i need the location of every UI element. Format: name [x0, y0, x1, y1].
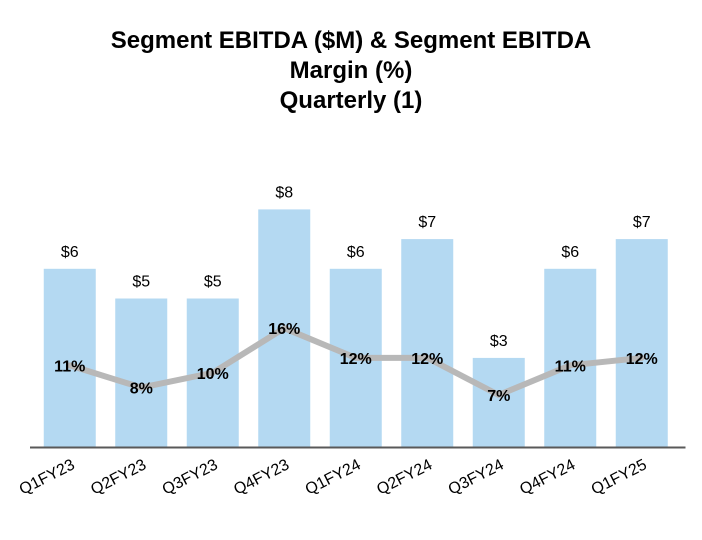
margin-line — [66, 325, 645, 399]
margin-label-q1fy25: 12% — [626, 351, 658, 368]
margin-label-q1fy24: 12% — [340, 351, 372, 368]
margin-label-q4fy24: 11% — [555, 358, 586, 375]
bar-label-q1fy23: $6 — [61, 244, 79, 261]
bar-label-q3fy24: $3 — [490, 333, 508, 350]
bar-label-q2fy24: $7 — [418, 214, 436, 231]
bar-q1fy25 — [615, 239, 668, 447]
margin-label-q3fy23: 10% — [197, 366, 229, 383]
x-tick-q1fy25: Q1FY25 — [589, 456, 650, 498]
margin-label-q2fy24: 12% — [411, 351, 443, 368]
chart-title-line-1: Segment EBITDA ($M) & Segment EBITDA — [110, 27, 592, 54]
x-tick-q1fy23: Q1FY23 — [17, 456, 78, 498]
bar-series — [43, 209, 668, 447]
chart-title: Segment EBITDA ($M) & Segment EBITDA Mar… — [0, 26, 702, 116]
chart-title-line-3: Quarterly (1) — [279, 87, 423, 114]
margin-label-q4fy23: 16% — [268, 321, 300, 338]
bar-q1fy23 — [43, 268, 96, 447]
margin-label-q2fy23: 8% — [130, 381, 153, 398]
bar-label-q2fy23: $5 — [132, 274, 150, 291]
margin-value-labels: 11% 8% 10% 16% 12% 12% 7% 11% 12% — [54, 321, 658, 405]
x-axis-tick-labels: Q1FY23 Q2FY23 Q3FY23 Q4FY23 Q1FY24 Q2FY24 Q3FY… — [17, 456, 650, 498]
bar-label-q4fy23: $8 — [275, 184, 293, 201]
bar-label-q1fy24: $6 — [347, 244, 365, 261]
bar-value-labels: $6 $5 $5 $8 $6 $7 $3 $6 $7 — [61, 184, 651, 350]
x-tick-q4fy23: Q4FY23 — [231, 456, 292, 498]
bar-q2fy24 — [401, 239, 454, 447]
margin-line-series — [66, 325, 645, 399]
chart-title-line-2: Margin (%) — [289, 57, 413, 84]
bar-label-q3fy23: $5 — [204, 274, 222, 291]
bar-q3fy24 — [472, 357, 525, 447]
x-tick-q3fy23: Q3FY23 — [160, 456, 221, 498]
x-tick-q2fy24: Q2FY24 — [374, 456, 435, 498]
x-tick-q2fy23: Q2FY23 — [88, 456, 149, 498]
bar-q2fy23 — [115, 298, 168, 447]
x-tick-q3fy24: Q3FY24 — [446, 456, 507, 498]
x-tick-q1fy24: Q1FY24 — [303, 456, 364, 498]
bar-label-q4fy24: $6 — [561, 244, 579, 261]
margin-label-q3fy24: 7% — [487, 388, 510, 405]
bar-label-q1fy25: $7 — [633, 214, 651, 231]
x-tick-q4fy24: Q4FY24 — [517, 456, 578, 498]
bar-q4fy24 — [544, 268, 597, 447]
margin-label-q1fy23: 11% — [54, 358, 85, 375]
